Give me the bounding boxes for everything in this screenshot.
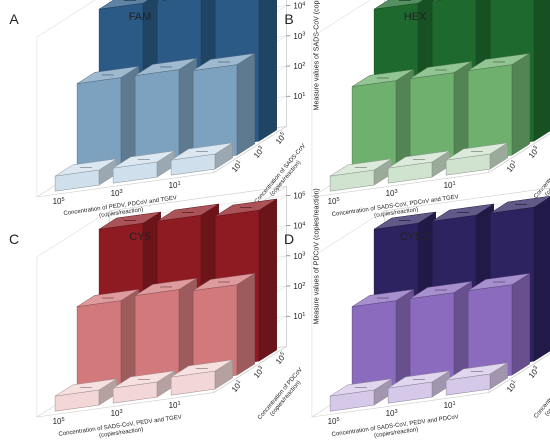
x-tick-label: 103	[386, 189, 398, 198]
bar-side-face	[534, 0, 550, 141]
x-tick-label: 103	[111, 189, 123, 198]
z-axis: 101 102 103 104 105 Measure values of PDCoV (…	[286, 188, 320, 324]
bar-side-face	[512, 273, 530, 375]
x-axis-label: Concentration of SADS-CoV, PEDV and TGEV…	[58, 415, 183, 440]
panel-letter: A	[9, 11, 19, 27]
bar-side-face	[534, 196, 550, 361]
z-tick-label: 105	[293, 191, 305, 200]
x-tick-label: 101	[444, 401, 456, 410]
x-tick-label: 103	[386, 409, 398, 418]
x-tick-label: 105	[53, 197, 65, 206]
y-axis-label: Concentration of PDCoV(copies/reaction)	[257, 367, 309, 426]
z-tick-label: 102	[293, 282, 305, 291]
chart-title: FAM	[129, 11, 152, 23]
bar-row1-col1	[55, 379, 117, 411]
panel-c: 101 102 103 104 105 Measure values of PDCoV (…	[9, 186, 320, 440]
panel-letter: D	[284, 231, 294, 247]
z-tick-label: 104	[293, 221, 305, 230]
x-tick-label: 101	[169, 401, 181, 410]
bar-row1-col1	[330, 159, 392, 191]
z-axis-label: Measure values of SADS-CoV (copies/react…	[313, 0, 320, 110]
panel-a: 101 102 103 104 105 Measure values of SADS-Co…	[9, 0, 320, 224]
z-tick-label: 104	[293, 1, 305, 10]
bar-row1-col1	[55, 159, 117, 191]
z-tick-label: 101	[293, 312, 305, 321]
bar-side-face	[237, 273, 255, 375]
x-tick-label: 105	[328, 197, 340, 206]
x-tick-label: 105	[328, 417, 340, 426]
x-tick-label: 103	[111, 409, 123, 418]
bars	[55, 0, 277, 191]
chart-title: HEX	[404, 11, 427, 23]
panel-letter: B	[284, 11, 293, 27]
z-tick-label: 103	[293, 252, 305, 261]
x-tick-label: 101	[444, 181, 456, 190]
bar-side-face	[259, 0, 277, 141]
bar-side-face	[512, 53, 530, 155]
x-axis-label: Concentration of SADS-CoV, PEDV and PDCo…	[331, 414, 460, 440]
bars	[55, 199, 277, 411]
panel-letter: C	[9, 231, 19, 247]
bar-side-face	[237, 53, 255, 155]
chart-title: CY5.5	[400, 231, 431, 243]
z-axis-label: Measure values of PDCoV (copies/reaction…	[313, 188, 320, 324]
x-tick-label: 105	[53, 417, 65, 426]
bar-row1-col1	[330, 379, 392, 411]
bars	[330, 0, 550, 191]
z-tick-label: 102	[293, 62, 305, 71]
z-tick-label: 103	[293, 32, 305, 41]
bar-side-face	[259, 199, 277, 361]
z-tick-label: 101	[293, 92, 305, 101]
x-tick-label: 101	[169, 181, 181, 190]
bars	[330, 196, 550, 411]
chart-title: CY5	[129, 231, 150, 243]
